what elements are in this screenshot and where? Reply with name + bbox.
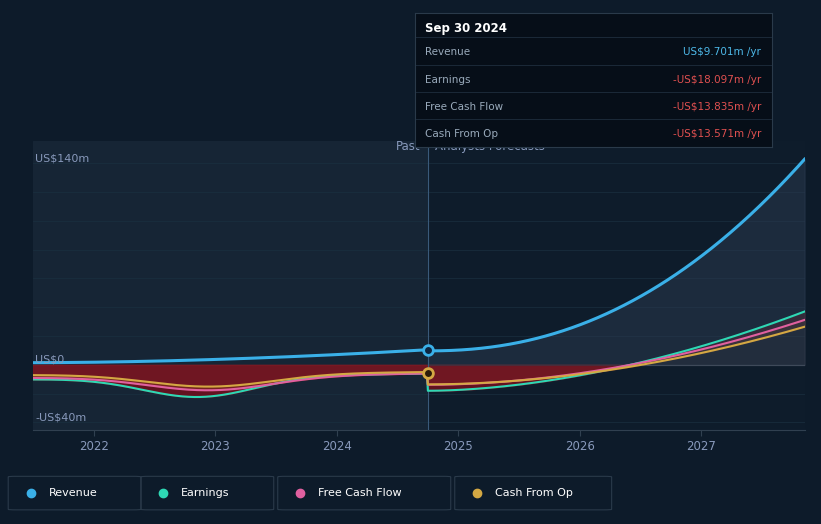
Text: Past: Past [396, 140, 420, 153]
Text: Earnings: Earnings [181, 487, 230, 498]
Text: -US$40m: -US$40m [35, 412, 86, 422]
Text: -US$13.835m /yr: -US$13.835m /yr [672, 102, 761, 112]
Text: Revenue: Revenue [425, 47, 470, 57]
Text: Free Cash Flow: Free Cash Flow [318, 487, 401, 498]
Text: Analysts Forecasts: Analysts Forecasts [435, 140, 545, 153]
Text: Cash From Op: Cash From Op [495, 487, 573, 498]
Text: Revenue: Revenue [48, 487, 97, 498]
Bar [33, 141, 428, 430]
Text: Free Cash Flow: Free Cash Flow [425, 102, 503, 112]
Text: US$9.701m /yr: US$9.701m /yr [683, 47, 761, 57]
Text: US$0: US$0 [35, 354, 65, 364]
Bar [428, 141, 805, 430]
Text: Sep 30 2024: Sep 30 2024 [425, 23, 507, 36]
Text: -US$13.571m /yr: -US$13.571m /yr [672, 129, 761, 139]
Text: -US$18.097m /yr: -US$18.097m /yr [672, 74, 761, 84]
Text: US$140m: US$140m [35, 153, 89, 163]
Text: Cash From Op: Cash From Op [425, 129, 498, 139]
Text: Earnings: Earnings [425, 74, 470, 84]
